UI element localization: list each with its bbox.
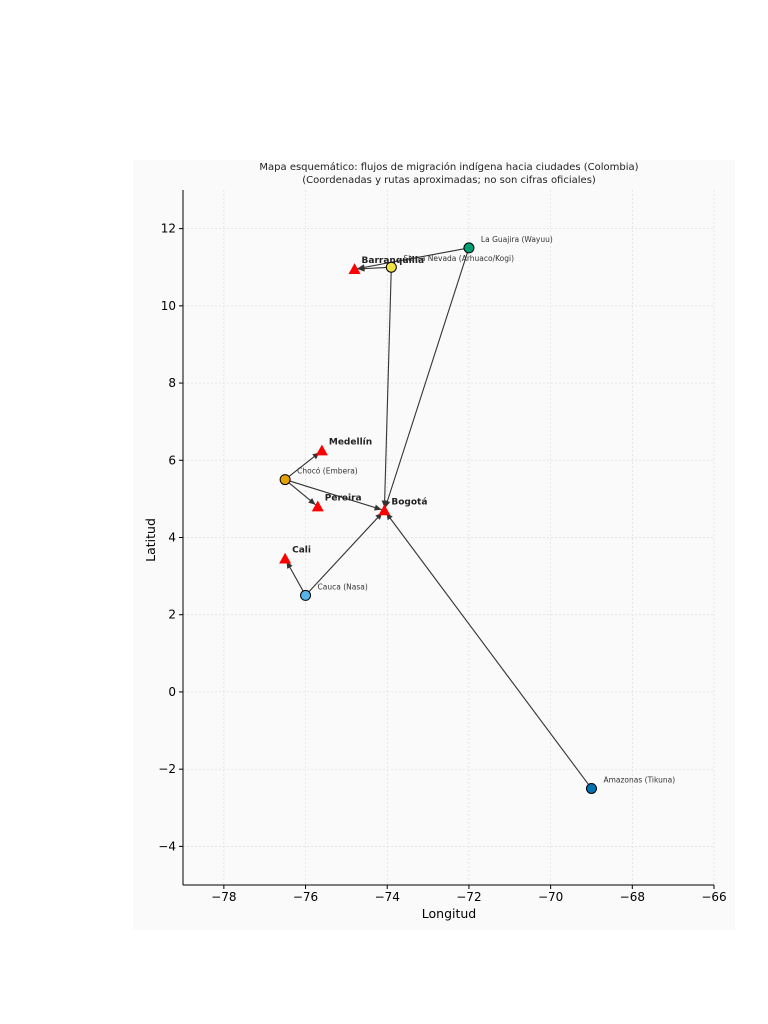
origin-marker [463, 242, 475, 254]
x-tick-label: −70 [538, 890, 563, 904]
x-tick-label: −78 [211, 890, 236, 904]
grid [183, 190, 715, 885]
route-arrow [288, 482, 316, 506]
origin-marker [385, 261, 397, 273]
route-arrow [308, 512, 383, 593]
y-tick-label: 12 [161, 222, 176, 236]
origin-label: Amazonas (Tikuna) [603, 775, 675, 784]
city-label: Bogotá [391, 497, 427, 507]
y-tick-label: 6 [168, 453, 176, 467]
city-marker [311, 500, 324, 512]
y-tick-label: −2 [158, 762, 176, 776]
origin-label: Cauca (Nasa) [318, 582, 368, 591]
route-arrow [381, 272, 392, 508]
origin-marker [585, 782, 597, 794]
route-arrow [286, 561, 304, 592]
y-tick-label: 10 [161, 299, 176, 313]
x-tick-label: −74 [375, 890, 400, 904]
city-marker [315, 444, 328, 456]
chart-subtitle: (Coordenadas y rutas aproximadas; no son… [302, 175, 596, 186]
city-marker [348, 263, 361, 274]
x-tick-label: −72 [456, 890, 481, 904]
city-marker [279, 552, 292, 564]
y-tick-label: 8 [168, 376, 176, 390]
origin-marker [300, 589, 312, 601]
route-arrow [357, 248, 465, 271]
y-tick-label: −4 [158, 839, 176, 853]
origin-label: Sierra Nevada (Arhuaco/Kogi) [403, 254, 514, 263]
chart-title: Mapa esquemático: flujos de migración in… [259, 161, 638, 173]
y-axis-label: Latitud [143, 518, 158, 562]
city-label: Cali [292, 546, 311, 556]
route-arrow [288, 452, 320, 477]
x-tick-label: −68 [620, 890, 645, 904]
axes: −78 −76 −74 −72 −70 −68 −66 −4 −2 0 2 4 6 8 10 12 [158, 190, 727, 904]
y-tick-label: 2 [168, 608, 176, 622]
origin-label: Chocó (Embera) [297, 467, 358, 476]
origin-marker [279, 474, 291, 486]
city-label: Medellín [329, 438, 372, 448]
x-tick-label: −76 [293, 890, 318, 904]
route-arrow [289, 480, 382, 511]
route-arrow [385, 512, 589, 785]
x-axis-label: Longitud [422, 906, 476, 921]
route-arrow [357, 265, 387, 272]
plot-background [133, 160, 735, 930]
origin-label: La Guajira (Wayuu) [481, 235, 553, 244]
route-arrow [384, 252, 468, 508]
city-label: Pereira [325, 494, 362, 504]
x-tick-label: −66 [701, 890, 726, 904]
routes [286, 248, 589, 785]
y-tick-label: 0 [168, 685, 176, 699]
labels: Barranquilla Medellín Pereira Bogotá Cali La … [292, 235, 675, 785]
markers [279, 242, 597, 794]
y-tick-label: 4 [168, 531, 176, 545]
city-marker [378, 504, 391, 516]
city-label: Barranquilla [362, 256, 424, 266]
